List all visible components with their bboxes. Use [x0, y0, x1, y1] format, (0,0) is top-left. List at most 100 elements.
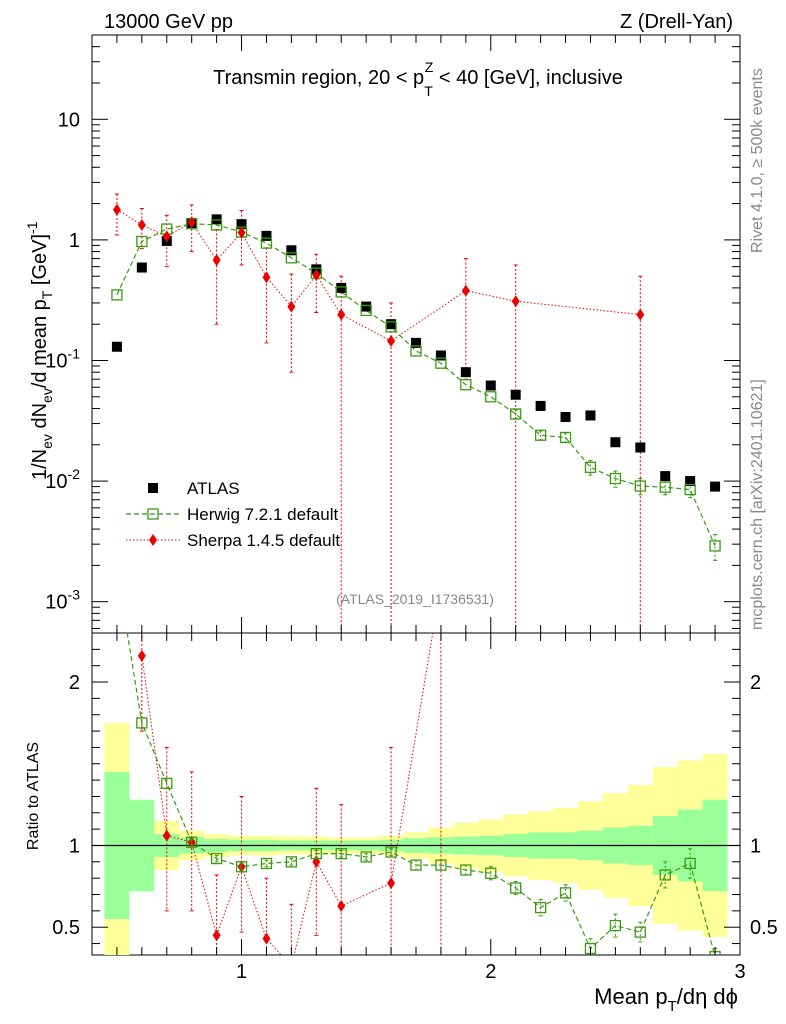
sherpa-point — [212, 254, 221, 267]
ratio-herwig-point — [534, 901, 547, 914]
title-part-2: < 40 [GeV], inclusive — [433, 67, 623, 89]
x-tick-label: 2 — [485, 961, 496, 983]
legend-label: ATLAS — [187, 479, 240, 498]
atlas-point — [386, 319, 397, 330]
mcplots-reference-label: mcplots.cern.ch [arXiv:2401.10621] — [749, 379, 766, 630]
x-tick-label: 3 — [734, 961, 745, 983]
atlas-point — [535, 400, 546, 411]
legend-herwig-marker — [147, 508, 159, 520]
sherpa-point — [112, 203, 121, 216]
ratio-sherpa-point — [162, 829, 171, 842]
legend-sherpa-marker — [149, 534, 157, 546]
ratio-herwig-point — [510, 882, 522, 894]
herwig-point — [210, 219, 223, 231]
ratio-y-tick-label-left: 0.5 — [52, 917, 80, 939]
ratio-sherpa-point — [387, 877, 396, 890]
herwig-point — [534, 429, 547, 441]
legend: ATLAS Herwig 7.2.1 default Sherpa 1.4.5 de… — [126, 479, 340, 550]
main-y-tick-label: 10 — [58, 109, 80, 131]
analysis-watermark: (ATLAS_2019_I1736531) — [336, 591, 494, 607]
tick-label-exponent: -2 — [68, 466, 81, 482]
title-part-1: Transmin region, 20 < p — [213, 67, 424, 89]
header-right: Z (Drell-Yan) — [620, 11, 733, 33]
atlas-point — [286, 245, 297, 256]
herwig-point — [510, 408, 522, 420]
ratio-herwig-point — [460, 864, 472, 876]
atlas-point — [635, 442, 646, 453]
sherpa-point — [511, 295, 520, 308]
main-y-tick-label: 10-3 — [45, 587, 80, 614]
ratio-sherpa-point — [287, 960, 295, 972]
herwig-point — [360, 304, 372, 317]
ratio-herwig-point — [161, 777, 173, 790]
ratio-sherpa-point — [437, 578, 445, 590]
ratio-y-tick-label-right: 1 — [750, 835, 761, 857]
herwig-point — [335, 286, 347, 298]
ratio-sherpa-point — [262, 932, 271, 945]
ylabel-part-6: T — [39, 290, 55, 299]
atlas-point — [560, 411, 571, 422]
atlas-point — [136, 262, 147, 273]
atlas-point — [510, 389, 521, 400]
atlas-point — [236, 219, 247, 230]
herwig-point — [684, 483, 696, 496]
atlas-point — [460, 367, 471, 378]
ratio-herwig-point — [186, 836, 198, 848]
sherpa-point — [287, 300, 296, 313]
sherpa-line — [116, 209, 641, 342]
ratio-sherpa-point — [237, 860, 246, 873]
atlas-point — [585, 410, 596, 421]
ratio-herwig-point — [659, 869, 671, 881]
ratio-herwig-point — [410, 859, 422, 871]
sherpa-point — [337, 308, 346, 321]
title-sub: T — [424, 83, 433, 99]
atlas-point — [111, 341, 122, 352]
ylabel-part-7: [GeV] — [29, 234, 51, 291]
herwig-point — [136, 235, 148, 248]
atlas-point — [685, 476, 696, 487]
herwig-point — [460, 379, 472, 391]
tick-label-base: 10 — [45, 592, 67, 614]
ratio-herwig-point — [559, 887, 572, 899]
legend-label: Sherpa 1.4.5 default — [187, 531, 340, 550]
sherpa-point — [237, 226, 246, 239]
ratio-y-tick-label-left: 2 — [69, 672, 80, 694]
ratio-sherpa-point — [212, 929, 221, 942]
atlas-point — [411, 337, 421, 348]
atlas-point — [660, 471, 671, 482]
main-y-tick-label: 1 — [69, 230, 80, 252]
sherpa-point — [387, 335, 396, 348]
x-axis-label: Mean pT/dη dϕ — [594, 984, 738, 1015]
ylabel-part-5: /d mean p — [29, 299, 51, 388]
x-tick-label: 1 — [236, 961, 247, 983]
ratio-sherpa-point — [137, 649, 146, 662]
herwig-point — [111, 289, 123, 301]
sherpa-point — [461, 284, 470, 297]
ratio-herwig-point — [235, 861, 248, 873]
ratio-herwig-point — [609, 919, 622, 932]
herwig-point — [584, 461, 597, 473]
tick-label-base: 10 — [45, 350, 67, 372]
herwig-point — [385, 321, 397, 333]
atlas-point — [261, 230, 272, 241]
ratio-herwig-point — [260, 857, 273, 870]
ylabel-part-8: -1 — [24, 221, 40, 234]
atlas-point — [435, 350, 446, 361]
atlas-point — [336, 282, 347, 293]
herwig-point — [435, 357, 447, 369]
tick-label-exponent: -1 — [68, 345, 81, 361]
xlabel-part-2: T — [668, 998, 677, 1015]
main-y-tick-label: 10-2 — [45, 466, 80, 493]
legend-label: Herwig 7.2.1 default — [187, 505, 338, 524]
title-sup: Z — [425, 59, 434, 75]
ratio-herwig-point — [285, 856, 298, 868]
sherpa-point — [137, 218, 146, 231]
herwig-point — [559, 431, 572, 444]
ratio-herwig-point — [485, 867, 497, 879]
herwig-point — [410, 345, 422, 357]
ratio-herwig-point — [136, 717, 148, 729]
ylabel-part-1: 1/N — [29, 449, 51, 480]
sherpa-point — [187, 216, 196, 229]
xlabel-part-3: /dη dϕ — [677, 984, 738, 1009]
